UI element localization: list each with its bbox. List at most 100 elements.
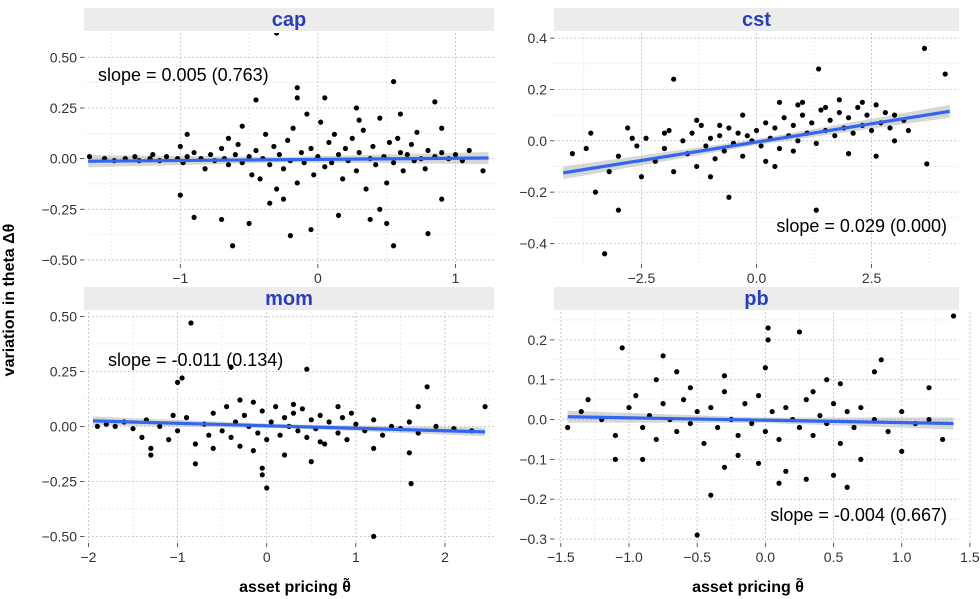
scatter-point bbox=[224, 404, 230, 410]
scatter-point bbox=[395, 135, 401, 141]
scatter-point bbox=[232, 151, 238, 158]
y-tick-label: 0.25 bbox=[50, 100, 77, 116]
scatter-point bbox=[816, 66, 822, 72]
scatter-point bbox=[721, 148, 727, 154]
scatter-point bbox=[415, 430, 421, 436]
scatter-point bbox=[606, 169, 612, 175]
scatter-point bbox=[439, 149, 445, 156]
scatter-point bbox=[225, 135, 232, 141]
scatter-point bbox=[253, 97, 259, 103]
scatter-point bbox=[452, 151, 459, 158]
scatter-point bbox=[765, 337, 771, 343]
scatter-point bbox=[298, 149, 304, 156]
scatter-point bbox=[353, 421, 359, 427]
scatter-point bbox=[844, 408, 850, 415]
scatter-point bbox=[263, 131, 269, 137]
regression-line bbox=[567, 415, 954, 426]
scatter-point bbox=[370, 143, 376, 150]
scatter-point bbox=[703, 143, 709, 149]
x-tick-label: 0.0 bbox=[747, 270, 767, 286]
scatter-point bbox=[588, 130, 594, 136]
scatter-point bbox=[799, 99, 806, 105]
scatter-point bbox=[326, 139, 332, 146]
x-tick-label: 0 bbox=[314, 270, 322, 286]
scatter-point bbox=[619, 345, 625, 351]
y-tick-label: 0.4 bbox=[528, 30, 548, 46]
facet-title: mom bbox=[265, 288, 313, 310]
scatter-point bbox=[942, 71, 948, 77]
scatter-point bbox=[830, 472, 837, 478]
scatter-point bbox=[170, 412, 176, 418]
scatter-point bbox=[264, 437, 270, 443]
scatter-point bbox=[827, 117, 833, 123]
scatter-point bbox=[762, 428, 768, 435]
scatter-point bbox=[404, 151, 410, 158]
scatter-point bbox=[255, 430, 261, 436]
scatter-point bbox=[397, 111, 404, 117]
x-axis-title-left: asset pricing θ̃ bbox=[239, 576, 351, 596]
scatter-point bbox=[246, 220, 252, 227]
panel-pb: pb −1.5 −1.0 −0.5 0.0 0.5 1.0 1.5 −0.3 −0.2 −0.1 0.… bbox=[519, 287, 980, 565]
y-tick-label: 0.0 bbox=[528, 133, 548, 149]
scatter-point bbox=[721, 389, 728, 395]
scatter-point bbox=[400, 168, 406, 174]
scatter-point bbox=[335, 151, 342, 158]
x-tick-label: −2 bbox=[80, 549, 96, 565]
scatter-point bbox=[813, 140, 819, 146]
scatter-point bbox=[250, 399, 256, 405]
scatter-point bbox=[406, 450, 412, 456]
scatter-point bbox=[177, 143, 183, 150]
scatter-point bbox=[858, 404, 864, 411]
scatter-point bbox=[210, 410, 216, 416]
scatter-point bbox=[698, 122, 704, 128]
scatter-point bbox=[763, 120, 769, 126]
scatter-point bbox=[250, 448, 256, 454]
scatter-point bbox=[640, 456, 646, 462]
scatter-point bbox=[294, 95, 300, 101]
scatter-point bbox=[348, 410, 354, 416]
scatter-point bbox=[349, 135, 355, 141]
scatter-point bbox=[432, 99, 438, 105]
scatter-point bbox=[112, 423, 118, 429]
scatter-point bbox=[634, 143, 640, 149]
scatter-point bbox=[687, 420, 693, 427]
scatter-point bbox=[585, 397, 591, 403]
scatter-point bbox=[926, 385, 932, 391]
scatter-point bbox=[237, 397, 243, 403]
scatter-point bbox=[339, 415, 346, 421]
scatter-point bbox=[671, 76, 677, 82]
scatter-point bbox=[184, 131, 190, 137]
regression-line bbox=[88, 156, 489, 163]
scatter-point bbox=[660, 401, 666, 407]
y-tick-label: −0.2 bbox=[519, 184, 547, 200]
scatter-point bbox=[294, 85, 300, 91]
scatter-point bbox=[891, 138, 898, 144]
scatter-point bbox=[276, 151, 282, 158]
scatter-point bbox=[626, 404, 632, 411]
scatter-point bbox=[837, 381, 843, 387]
scatter-point bbox=[353, 105, 360, 111]
x-tick-label: −1.0 bbox=[615, 549, 643, 565]
scatter-point bbox=[783, 468, 789, 474]
scatter-point bbox=[885, 428, 891, 435]
x-tick-label: 0 bbox=[263, 549, 271, 565]
scatter-point bbox=[353, 168, 360, 174]
scatter-point bbox=[406, 419, 412, 425]
scatter-point bbox=[340, 176, 346, 182]
scatter-point bbox=[612, 432, 618, 439]
facet-title: pb bbox=[744, 288, 768, 310]
scatter-point bbox=[813, 207, 819, 213]
panel-cap: cap −1 0 1 −0.50 −0.25 0.00 0.25 0.50 slope = 0.0… bbox=[42, 8, 494, 286]
scatter-point bbox=[845, 115, 852, 121]
scatter-point bbox=[803, 476, 809, 482]
scatter-point bbox=[810, 432, 816, 439]
scatter-point bbox=[371, 533, 377, 540]
scatter-point bbox=[615, 207, 622, 213]
scatter-point bbox=[225, 162, 232, 168]
scatter-point bbox=[239, 123, 245, 129]
gridlines bbox=[554, 33, 959, 264]
scatter-point bbox=[480, 168, 486, 174]
scatter-point bbox=[921, 45, 928, 52]
y-tick-label: 0.0 bbox=[528, 412, 548, 428]
scatter-point bbox=[253, 147, 259, 154]
